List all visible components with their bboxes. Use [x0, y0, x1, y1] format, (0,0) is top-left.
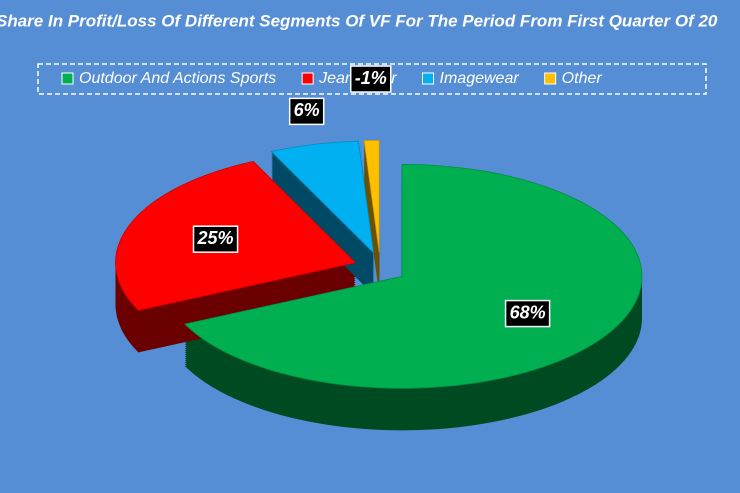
data-label: 68%	[510, 302, 546, 322]
data-label: -1%	[355, 68, 387, 88]
legend-label: Other	[562, 70, 603, 87]
label-box	[288, 97, 325, 126]
legend-box	[37, 63, 707, 95]
label-box	[192, 225, 239, 253]
legend-swatch	[544, 72, 557, 85]
legend-swatch	[422, 72, 435, 85]
label-box	[504, 299, 551, 328]
chart-title: Share In Profit/Loss Of Different Segmen…	[0, 11, 718, 30]
pie-slice	[270, 140, 375, 255]
data-label: 6%	[294, 100, 320, 120]
legend-label: Outdoor And Actions Sports	[79, 70, 276, 87]
pie-slice	[183, 163, 643, 389]
data-label: 25%	[197, 228, 234, 248]
legend-swatch	[301, 72, 314, 85]
legend-swatch	[61, 72, 74, 85]
pie-slice	[363, 140, 380, 253]
legend-label: Imagewear	[440, 70, 520, 87]
label-box	[349, 65, 392, 93]
